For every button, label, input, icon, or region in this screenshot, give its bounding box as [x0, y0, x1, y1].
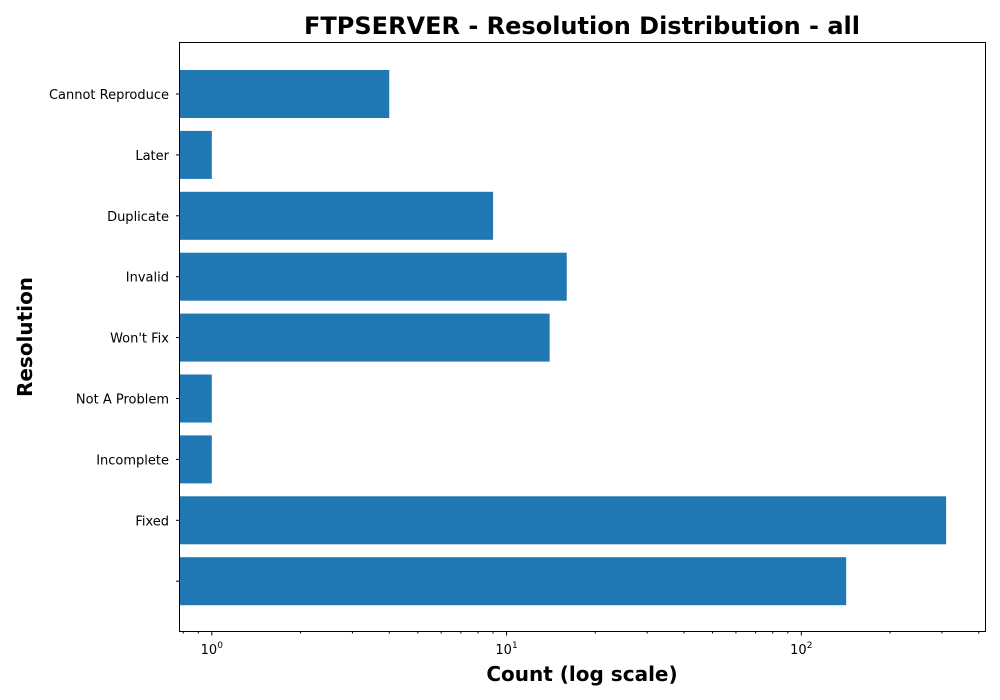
- y-tick-label: Duplicate: [107, 210, 169, 225]
- y-tick-label: Invalid: [126, 271, 169, 286]
- y-tick-label: Won't Fix: [110, 332, 169, 347]
- bar: [180, 130, 212, 179]
- y-tick-label: Cannot Reproduce: [49, 88, 169, 103]
- y-tick-label: Fixed: [135, 514, 169, 529]
- x-tick-label: 102: [790, 641, 812, 658]
- plot-frame: [179, 42, 986, 632]
- y-tick-label: Later: [135, 149, 169, 164]
- x-axis-ticks: 100 101 102: [182, 631, 980, 658]
- y-axis-ticks: Cannot Reproduce Later Duplicate Invalid Won…: [49, 88, 180, 582]
- y-tick-label: Not A Problem: [76, 393, 169, 408]
- bar: [180, 374, 212, 423]
- bar: [180, 70, 390, 118]
- bar: [180, 435, 212, 484]
- x-tick-label: 101: [495, 641, 517, 658]
- bar: [180, 557, 847, 606]
- bar: [180, 313, 550, 362]
- bar: [180, 191, 494, 240]
- x-tick-label: 100: [201, 641, 224, 658]
- y-tick-label: Incomplete: [96, 453, 169, 468]
- x-axis-label: Count (log scale): [486, 662, 677, 686]
- bar: [180, 252, 567, 301]
- chart-title: FTPSERVER - Resolution Distribution - al…: [304, 12, 860, 40]
- bars-group: [180, 70, 947, 606]
- bar: [180, 496, 947, 545]
- y-axis-label: Resolution: [13, 277, 37, 397]
